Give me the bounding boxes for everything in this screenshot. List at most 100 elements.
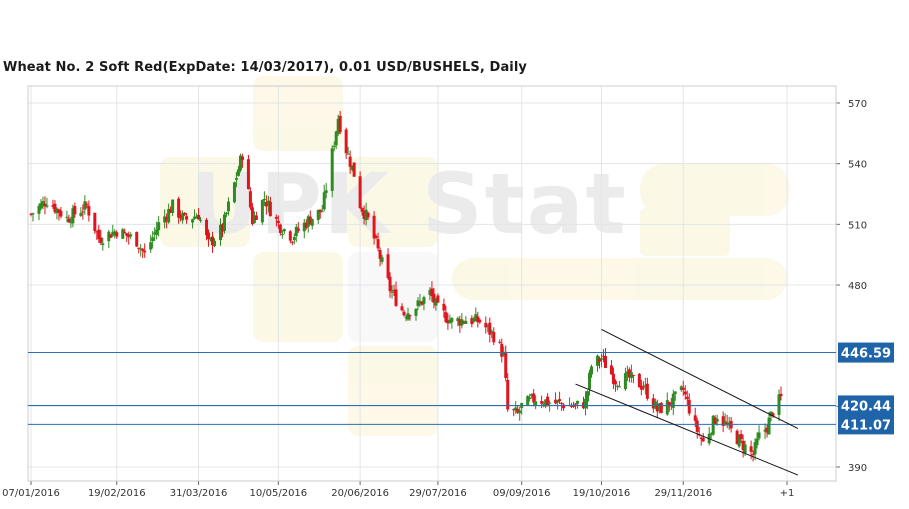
candle-down xyxy=(135,231,139,248)
candle-down xyxy=(627,367,631,383)
candle-down xyxy=(641,381,645,391)
candle-up xyxy=(224,211,228,218)
candle-down xyxy=(376,232,380,252)
candle-up xyxy=(448,314,452,324)
candle-down xyxy=(179,210,183,222)
candle-up xyxy=(218,218,222,246)
candle-down xyxy=(540,395,544,409)
candle-up xyxy=(416,297,420,311)
candle-up xyxy=(556,399,560,410)
level-line[interactable]: 420.44 xyxy=(28,395,894,416)
candle-down xyxy=(639,379,643,396)
trend-line-lower[interactable] xyxy=(575,383,799,476)
candle-up xyxy=(657,402,661,414)
candle-up xyxy=(236,165,240,177)
candle-down xyxy=(498,339,502,344)
level-label: 446.59 xyxy=(841,347,891,362)
y-tick-label: 390 xyxy=(848,463,867,474)
candle-down xyxy=(444,305,448,323)
candle-up xyxy=(474,307,478,322)
candle-down xyxy=(185,212,189,224)
candle-down xyxy=(695,417,699,439)
candle-up xyxy=(428,287,432,301)
candle-up xyxy=(769,411,773,422)
candle-up xyxy=(282,228,286,235)
candle-up xyxy=(350,165,354,172)
candle-up xyxy=(679,385,683,392)
candle-down xyxy=(296,222,300,233)
chart-title: Wheat No. 2 Soft Red(ExpDate: 14/03/2017… xyxy=(3,60,527,75)
candle-down xyxy=(288,230,292,244)
candle-up xyxy=(266,196,270,213)
candle-down xyxy=(141,247,145,259)
trend-line-upper[interactable] xyxy=(601,329,799,430)
candle-up xyxy=(129,232,133,240)
candle-up xyxy=(310,218,314,230)
candle-up xyxy=(79,207,83,217)
candle-down xyxy=(362,205,366,225)
candle-up xyxy=(316,209,320,224)
candle-down xyxy=(516,405,520,415)
candle-down xyxy=(264,195,268,215)
candle-down xyxy=(246,154,250,190)
candle-up xyxy=(121,227,125,239)
candle-up xyxy=(171,199,175,217)
candle-up xyxy=(238,153,242,173)
candle-up xyxy=(414,308,418,321)
candle-up xyxy=(306,214,310,233)
x-tick-label: 09/09/2016 xyxy=(493,488,551,499)
candle-up xyxy=(737,434,741,449)
candle-down xyxy=(115,230,119,239)
candle-down xyxy=(685,390,689,406)
candle-down xyxy=(560,402,564,411)
level-line[interactable]: 446.59 xyxy=(28,342,894,363)
level-line[interactable]: 411.07 xyxy=(28,414,894,435)
candle-down xyxy=(348,150,352,174)
candle-up xyxy=(232,181,236,204)
candle-up xyxy=(767,411,771,435)
candle-up xyxy=(625,365,629,382)
candle-up xyxy=(181,210,185,224)
candle-down xyxy=(352,162,356,177)
x-tick-label: +1 xyxy=(780,488,795,499)
y-tick-label: 510 xyxy=(848,220,867,231)
candle-down xyxy=(504,345,508,382)
candle-down xyxy=(109,233,113,238)
trend-channel[interactable] xyxy=(575,329,799,476)
candle-down xyxy=(558,391,562,405)
candle-up xyxy=(346,146,350,155)
candle-down xyxy=(73,202,77,218)
level-label-bg xyxy=(838,342,894,363)
candle-down xyxy=(207,229,211,247)
candle-down xyxy=(779,386,783,401)
candle-up xyxy=(262,191,266,207)
x-tick-label: 20/06/2016 xyxy=(331,488,389,499)
candle-up xyxy=(334,130,338,149)
candle-down xyxy=(400,303,404,312)
candle-down xyxy=(211,231,215,253)
candle-up xyxy=(590,364,594,378)
candle-down xyxy=(562,403,566,411)
candle-up xyxy=(576,400,580,409)
candle-down xyxy=(462,320,466,325)
candle-down xyxy=(492,327,496,346)
candle-down xyxy=(51,199,55,209)
candle-down xyxy=(250,202,254,226)
candle-down xyxy=(248,187,252,210)
candle-up xyxy=(595,354,599,372)
candle-up xyxy=(213,238,217,248)
candle-up xyxy=(71,204,75,228)
candle-down xyxy=(394,281,398,307)
candle-down xyxy=(488,317,492,343)
candle-down xyxy=(366,211,370,221)
candle-up xyxy=(753,438,757,461)
candle-up xyxy=(456,316,460,327)
candle-down xyxy=(372,211,376,245)
candle-up xyxy=(534,395,538,410)
candle-up xyxy=(711,414,715,436)
candle-up xyxy=(568,397,572,407)
candle-down xyxy=(430,281,434,302)
candle-down xyxy=(205,217,209,241)
candle-up xyxy=(199,216,203,223)
grid xyxy=(28,86,840,485)
